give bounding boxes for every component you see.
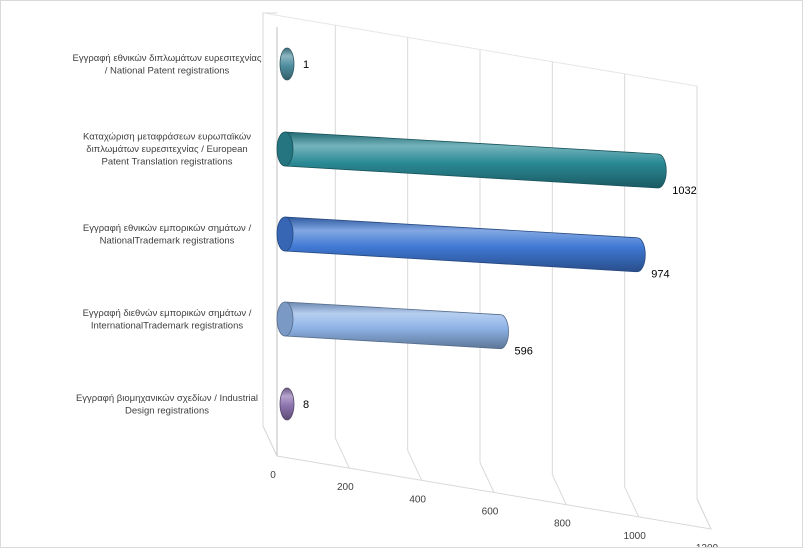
- category-labels: Εγγραφή εθνικών διπλωμάτων ευρεσιτεχνίας…: [73, 53, 262, 417]
- bar: [276, 216, 646, 273]
- floor-gridline: [407, 450, 423, 481]
- category-label-line: Design registrations: [125, 405, 209, 416]
- floor-gridline: [262, 425, 278, 457]
- bar-start-cap: [276, 301, 294, 337]
- bar: [276, 131, 667, 189]
- floor-gridline: [624, 486, 640, 518]
- bar-disc: [279, 47, 295, 81]
- x-tick-label: 400: [409, 494, 426, 505]
- floor-gridline: [479, 462, 495, 493]
- bar-disc: [279, 387, 295, 421]
- category-label: Εγγραφή εθνικών διπλωμάτων ευρεσιτεχνίας…: [73, 53, 262, 77]
- x-tick-label: 0: [270, 470, 276, 481]
- x-tick-label: 1000: [624, 531, 647, 542]
- category-label: Καταχώριση μεταφράσεων ευρωπαϊκών διπλωμά…: [83, 132, 251, 168]
- x-tick-label: 800: [554, 519, 571, 530]
- category-label-line: Εγγραφή διεθνών εμπορικών σημάτων /: [83, 308, 252, 319]
- value-label: 974: [651, 269, 669, 281]
- value-label: 1032: [672, 185, 696, 197]
- category-label-line: Καταχώριση μεταφράσεων ευρωπαϊκών: [83, 132, 251, 143]
- x-tick-labels: 0 200 400 600 800 1000 1200: [270, 470, 718, 547]
- bar: [279, 387, 295, 421]
- bar: [279, 47, 295, 81]
- value-label: 8: [303, 399, 309, 411]
- x-tick-label: 200: [337, 482, 354, 493]
- bars: [276, 47, 667, 421]
- bar: [276, 301, 509, 350]
- value-label: 1: [303, 59, 309, 71]
- floor-gridline: [696, 498, 712, 530]
- bar-start-cap: [276, 131, 294, 167]
- bar-body: [284, 301, 509, 350]
- category-label-line: NationalTrademark registrations: [100, 235, 235, 246]
- value-label: 596: [515, 346, 533, 358]
- floor-gridline: [334, 437, 350, 469]
- category-label-line: Εγγραφή εθνικών διπλωμάτων ευρεσιτεχνίας: [73, 53, 262, 64]
- value-labels: 1 1032 974 596 8: [303, 59, 697, 411]
- bar-body: [284, 131, 667, 189]
- chart-walls: [262, 12, 712, 530]
- category-label: Εγγραφή βιομηχανικών σχεδίων / Industria…: [76, 393, 258, 417]
- gridlines: [262, 13, 712, 530]
- category-label-line: InternationalTrademark registrations: [91, 320, 243, 331]
- category-label: Εγγραφή εθνικών εμπορικών σημάτων / Natio…: [83, 223, 252, 247]
- back-wall-left-edge: [262, 12, 277, 426]
- floor-gridline: [551, 474, 567, 505]
- category-label-line: Εγγραφή εθνικών εμπορικών σημάτων /: [83, 223, 252, 234]
- category-label-line: / National Patent registrations: [105, 65, 230, 76]
- category-label-line: Patent Translation registrations: [102, 157, 233, 168]
- x-tick-label: 600: [482, 507, 499, 518]
- category-label-line: διπλωμάτων ευρεσιτεχνίας / European: [86, 144, 247, 155]
- category-label-line: Εγγραφή βιομηχανικών σχεδίων / Industria…: [76, 393, 258, 404]
- bar-body: [284, 216, 646, 273]
- x-tick-label: 1200: [696, 543, 719, 547]
- category-label: Εγγραφή διεθνών εμπορικών σημάτων / Inter…: [83, 308, 252, 332]
- bar-start-cap: [276, 216, 294, 252]
